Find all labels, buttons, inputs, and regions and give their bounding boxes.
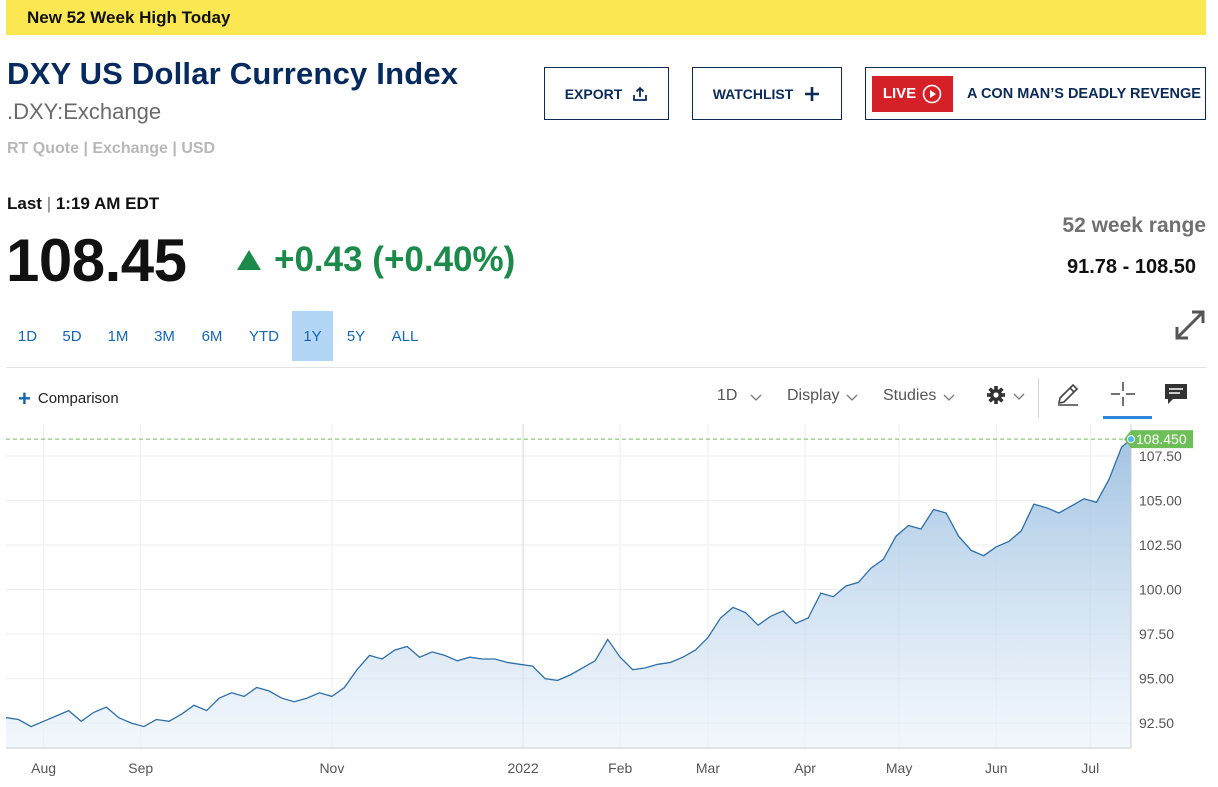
symbol-label: .DXY:Exchange xyxy=(7,99,162,124)
studies-label: Studies xyxy=(883,387,937,404)
up-arrow-icon xyxy=(237,250,261,270)
current-price-badge: 108.450 xyxy=(1124,430,1193,449)
badge-value: 108.450 xyxy=(1136,431,1187,447)
watchlist-button-label: WATCHLIST xyxy=(712,85,794,102)
x-tick-label: Feb xyxy=(608,760,632,776)
interval-label: 1D xyxy=(717,387,738,404)
chart-top-divider xyxy=(6,367,1206,368)
gear-icon xyxy=(987,386,1005,404)
x-tick-label: Jul xyxy=(1081,760,1099,776)
x-tick-label: Aug xyxy=(31,760,56,776)
upload-icon xyxy=(633,86,648,101)
settings-dropdown[interactable] xyxy=(985,384,1025,406)
y-tick-label: 92.50 xyxy=(1139,715,1174,731)
comparison-button[interactable]: + Comparison xyxy=(18,385,119,411)
chart-axes: 92.50 95.00 97.50 100.00 102.50 105.00 107.50 A… xyxy=(6,424,1182,776)
x-tick-label: Jun xyxy=(985,760,1008,776)
y-tick-label: 95.00 xyxy=(1139,671,1174,687)
separator: | xyxy=(46,194,56,213)
period-ytd[interactable]: YTD xyxy=(249,327,279,345)
studies-dropdown[interactable]: Studies xyxy=(883,387,956,405)
comparison-label: Comparison xyxy=(37,390,119,407)
live-badge-label: LIVE xyxy=(882,85,917,102)
chevron-down-icon xyxy=(847,394,858,401)
y-tick-label: 97.50 xyxy=(1139,626,1174,642)
period-selector: 1D 5D 1M 3M 6M YTD 1Y 5Y ALL xyxy=(6,311,431,361)
expand-icon[interactable] xyxy=(1173,308,1207,342)
x-tick-label: Apr xyxy=(794,760,816,776)
chevron-down-icon xyxy=(943,394,955,401)
active-tool-indicator xyxy=(1103,416,1152,419)
quote-type-label: RT Quote | Exchange | USD xyxy=(7,140,216,157)
watchlist-button[interactable]: WATCHLIST xyxy=(692,67,842,120)
last-price: 108.45 xyxy=(6,227,187,294)
x-tick-label: May xyxy=(886,760,912,776)
y-tick-label: 100.00 xyxy=(1139,582,1182,598)
toolbar-separator xyxy=(1038,378,1039,418)
x-tick-label: Sep xyxy=(128,760,153,776)
period-6m[interactable]: 6M xyxy=(201,327,223,345)
page-title: DXY US Dollar Currency Index xyxy=(7,56,459,91)
period-1m[interactable]: 1M xyxy=(107,327,129,345)
period-3m[interactable]: 3M xyxy=(154,327,175,345)
last-point-marker xyxy=(1127,435,1135,444)
x-tick-label: Nov xyxy=(319,760,344,776)
display-dropdown[interactable]: Display xyxy=(787,387,859,405)
export-button[interactable]: EXPORT xyxy=(544,67,669,120)
display-label: Display xyxy=(787,387,840,404)
live-show-title: A CON MAN’S DEADLY REVENGE xyxy=(967,85,1201,102)
y-tick-label: 102.50 xyxy=(1139,537,1182,553)
y-tick-label: 105.00 xyxy=(1139,493,1182,509)
live-badge: LIVE xyxy=(872,75,953,112)
plus-icon xyxy=(805,86,820,101)
export-button-label: EXPORT xyxy=(564,85,623,102)
period-1y[interactable]: 1Y xyxy=(292,311,333,361)
play-circle-icon xyxy=(922,84,942,103)
price-chart[interactable]: 92.50 95.00 97.50 100.00 102.50 105.00 107.50 A… xyxy=(0,420,1218,787)
change-value: +0.43 (+0.40%) xyxy=(274,240,516,279)
live-tv-button[interactable]: LIVE A CON MAN’S DEADLY REVENGE xyxy=(865,67,1206,120)
badge-background xyxy=(1124,430,1193,449)
banner-text: New 52 Week High Today xyxy=(27,8,231,27)
chevron-down-icon xyxy=(1013,393,1025,400)
comment-icon[interactable] xyxy=(1164,383,1188,405)
period-1d[interactable]: 1D xyxy=(17,327,38,345)
price-change: +0.43 (+0.40%) xyxy=(236,240,515,280)
price-area xyxy=(6,439,1131,748)
chevron-down-icon xyxy=(750,394,762,401)
last-trade-time: Last | 1:19 AM EDT xyxy=(7,194,159,214)
crosshair-icon[interactable] xyxy=(1110,381,1136,407)
last-label: Last xyxy=(7,194,42,213)
range-label: 52 week range xyxy=(1062,214,1206,237)
interval-dropdown[interactable]: 1D xyxy=(717,387,765,405)
x-tick-label: 2022 xyxy=(507,760,538,776)
pencil-icon[interactable] xyxy=(1055,381,1081,407)
period-5d[interactable]: 5D xyxy=(62,327,82,345)
last-time: 1:19 AM EDT xyxy=(55,194,160,213)
period-5y[interactable]: 5Y xyxy=(346,327,366,345)
plus-icon: + xyxy=(18,385,31,411)
x-tick-label: Mar xyxy=(696,760,720,776)
y-tick-label: 107.50 xyxy=(1139,448,1182,464)
range-value: 91.78 - 108.50 xyxy=(1067,256,1196,278)
price-line xyxy=(5,438,1132,728)
period-all[interactable]: ALL xyxy=(391,327,419,345)
new-high-banner: New 52 Week High Today xyxy=(6,0,1206,35)
